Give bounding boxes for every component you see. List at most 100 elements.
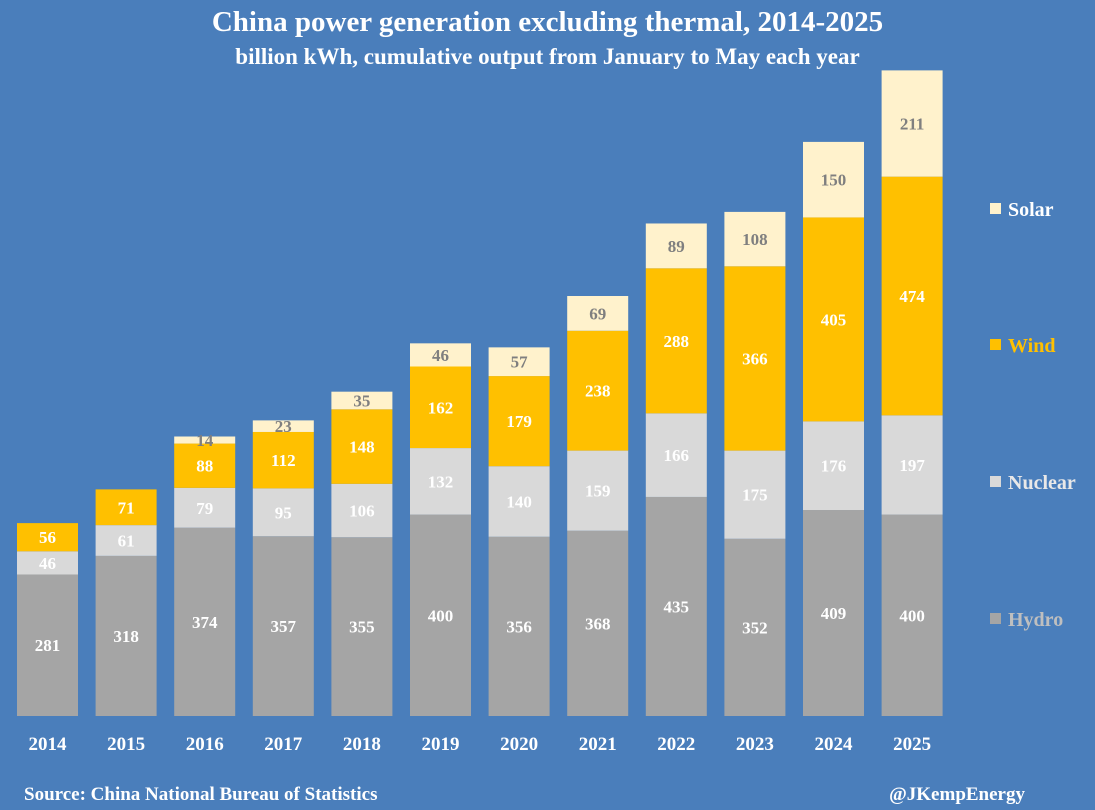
- data-label-solar-2019: 46: [432, 346, 449, 365]
- bar-segment-wind-2015: [95, 489, 157, 526]
- data-label-wind-2014: 56: [39, 528, 56, 547]
- legend-label-wind: Wind: [1008, 335, 1055, 357]
- data-label-nuclear-2022: 166: [664, 446, 690, 465]
- legend-label-solar: Solar: [1008, 199, 1054, 221]
- bar-segment-wind-2025: [881, 176, 943, 416]
- bar-segment-nuclear-2025: [881, 415, 943, 515]
- data-label-nuclear-2023: 175: [742, 486, 768, 505]
- bar-segment-hydro-2017: [252, 536, 314, 716]
- bar-segment-hydro-2016: [174, 527, 236, 716]
- data-label-hydro-2018: 355: [349, 618, 375, 637]
- x-tick-label-2016: 2016: [186, 734, 224, 755]
- x-tick-label-2020: 2020: [500, 734, 538, 755]
- bar-segment-wind-2020: [488, 376, 550, 467]
- bar-segment-solar-2021: [567, 295, 629, 331]
- bar-segment-solar-2022: [645, 223, 707, 269]
- bar-segment-solar-2020: [488, 347, 550, 377]
- data-label-solar-2017: 23: [275, 417, 292, 436]
- data-label-hydro-2021: 368: [585, 614, 611, 633]
- data-label-hydro-2022: 435: [664, 597, 690, 616]
- bar-segment-hydro-2018: [331, 537, 393, 716]
- data-label-wind-2024: 405: [821, 310, 847, 329]
- data-label-nuclear-2024: 176: [821, 457, 847, 476]
- data-label-hydro-2015: 318: [113, 627, 139, 646]
- chart-title: China power generation excluding thermal…: [211, 6, 884, 38]
- data-label-hydro-2020: 356: [506, 617, 532, 636]
- legend-swatch-hydro: [990, 613, 1001, 624]
- legend-swatch-wind: [990, 339, 1001, 350]
- legend-label-nuclear: Nuclear: [1008, 472, 1076, 494]
- bar-segment-solar-2024: [803, 141, 864, 218]
- bar-segment-wind-2024: [803, 217, 864, 422]
- legend-swatch-nuclear: [990, 476, 1001, 487]
- x-tick-label-2025: 2025: [893, 734, 931, 755]
- x-tick-label-2023: 2023: [736, 734, 774, 755]
- bar-segment-nuclear-2015: [95, 525, 157, 556]
- data-label-solar-2025: 211: [900, 115, 925, 134]
- bar-segment-wind-2018: [331, 409, 393, 484]
- bar-segment-solar-2018: [331, 391, 393, 410]
- bar-segment-hydro-2022: [645, 496, 707, 716]
- data-label-nuclear-2017: 95: [275, 503, 292, 522]
- bar-segment-hydro-2021: [567, 530, 629, 716]
- bar-segment-solar-2016: [174, 436, 236, 444]
- bar-segment-hydro-2014: [17, 574, 78, 716]
- data-label-solar-2018: 35: [353, 391, 370, 410]
- data-label-wind-2015: 71: [118, 498, 135, 517]
- bar-segment-nuclear-2020: [488, 466, 550, 537]
- author-credit: @JKempEnergy: [889, 784, 1025, 805]
- bar-segment-wind-2022: [645, 268, 707, 414]
- bar-segment-nuclear-2018: [331, 483, 393, 538]
- data-label-nuclear-2016: 79: [196, 499, 213, 518]
- bar-segment-wind-2019: [410, 366, 471, 449]
- data-label-nuclear-2019: 132: [428, 472, 454, 491]
- bar-segment-hydro-2019: [410, 514, 471, 716]
- data-label-nuclear-2015: 61: [118, 531, 135, 550]
- bar-segment-wind-2021: [567, 330, 629, 451]
- legend-label-hydro: Hydro: [1008, 609, 1063, 631]
- data-label-hydro-2019: 400: [428, 606, 454, 625]
- data-label-wind-2022: 288: [664, 332, 690, 351]
- bar-segment-hydro-2015: [95, 555, 157, 716]
- data-label-solar-2022: 89: [668, 237, 685, 256]
- data-label-hydro-2023: 352: [742, 618, 768, 637]
- chart-subtitle: billion kWh, cumulative output from Janu…: [235, 44, 860, 69]
- bar-segment-solar-2017: [252, 420, 314, 432]
- data-label-nuclear-2018: 106: [349, 502, 375, 521]
- data-label-solar-2020: 57: [511, 353, 529, 372]
- bar-segment-hydro-2024: [803, 510, 864, 716]
- data-label-hydro-2014: 281: [35, 636, 61, 655]
- bar-segment-solar-2019: [410, 343, 471, 367]
- data-label-hydro-2024: 409: [821, 604, 847, 623]
- bar-segment-hydro-2025: [881, 514, 943, 716]
- data-label-wind-2021: 238: [585, 382, 611, 401]
- data-label-wind-2016: 88: [196, 457, 213, 476]
- bar-segment-wind-2016: [174, 443, 236, 488]
- bar-segment-nuclear-2014: [17, 551, 78, 575]
- bar-segment-nuclear-2023: [724, 450, 786, 539]
- data-label-solar-2016: 14: [196, 431, 214, 450]
- legend-swatch-solar: [990, 203, 1001, 214]
- data-label-wind-2023: 366: [742, 349, 768, 368]
- x-tick-label-2014: 2014: [29, 734, 68, 755]
- bar-segment-wind-2023: [724, 266, 786, 451]
- bar-segment-nuclear-2021: [567, 450, 629, 531]
- data-label-hydro-2017: 357: [271, 617, 297, 636]
- data-label-wind-2018: 148: [349, 438, 375, 457]
- bar-segment-wind-2017: [252, 431, 314, 489]
- bar-segment-nuclear-2016: [174, 487, 236, 528]
- bar-segment-nuclear-2024: [803, 421, 864, 511]
- data-label-solar-2024: 150: [821, 171, 847, 190]
- source-note: Source: China National Bureau of Statist…: [24, 784, 378, 805]
- bar-segment-hydro-2023: [724, 538, 786, 716]
- x-tick-label-2018: 2018: [343, 734, 381, 755]
- data-label-wind-2020: 179: [506, 412, 532, 431]
- data-label-solar-2021: 69: [589, 304, 606, 323]
- data-label-wind-2017: 112: [271, 451, 296, 470]
- data-label-wind-2025: 474: [899, 287, 925, 306]
- bar-segment-nuclear-2017: [252, 488, 314, 537]
- x-tick-label-2019: 2019: [422, 734, 460, 755]
- bar-segment-solar-2023: [724, 211, 786, 267]
- data-label-wind-2019: 162: [428, 398, 454, 417]
